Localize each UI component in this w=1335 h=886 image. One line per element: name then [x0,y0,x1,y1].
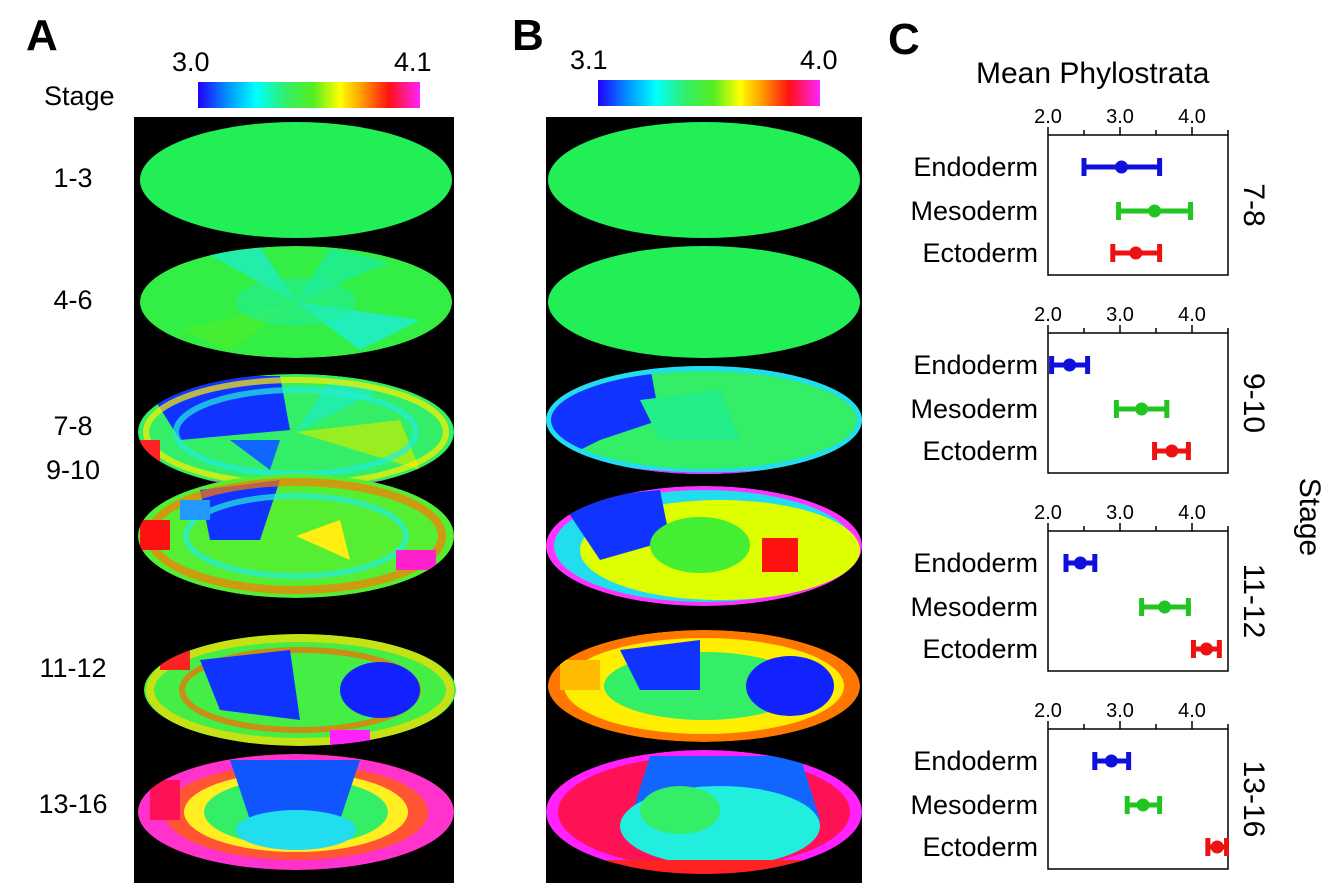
mean-point [1114,160,1128,174]
stage-label: 9-10 [45,455,101,485]
stage-label: 9-10 [1237,373,1270,433]
x-tick-label: 3.0 [1106,106,1134,128]
category-label: Endoderm [913,152,1038,182]
mean-point [1063,358,1077,372]
subplot-stage-9-10: 2.0 3.0 4.0 Endoderm Mesoderm Ectoderm 9-10 [910,304,1270,474]
category-label: Ectoderm [922,238,1038,268]
panel-b-colorbar-min-label: 3.1 [570,45,608,75]
mean-point [1158,600,1172,614]
stage-label: 7-8 [53,411,93,441]
x-tick-label: 4.0 [1178,700,1206,722]
mean-point [1148,204,1162,218]
category-label: Ectoderm [922,634,1038,664]
panel-a-stage-header: Stage [44,81,115,111]
mean-point [1135,402,1149,416]
mean-point [1199,642,1213,656]
embryo-b-stage-4-6 [548,246,860,358]
x-tick-label: 3.0 [1106,304,1134,326]
subplot-stage-7-8: 2.0 3.0 4.0 Endoderm Mesoderm Ectoderm 7-8 [910,106,1270,276]
category-label: Mesoderm [910,592,1038,622]
mean-point [1136,798,1150,812]
embryo-a-stage-9-10 [138,474,454,598]
embryo-a-stage-1-3 [140,122,452,238]
panel-a-colorbar-max-label: 4.1 [394,47,432,77]
embryo-b-stage-11-12 [548,630,860,742]
embryo-a-stage-13-16 [138,754,454,870]
embryo-b-stage-1-3 [548,122,860,238]
plot-frame [1047,134,1229,276]
stage-label: 7-8 [1237,183,1270,226]
embryo-a-stage-11-12 [144,634,456,746]
x-tick-label: 4.0 [1178,304,1206,326]
panel-b-colorbar [598,80,820,106]
plot-frame [1047,530,1229,672]
x-tick-label: 3.0 [1106,700,1134,722]
stage-label: 13-16 [1237,761,1270,838]
category-label: Ectoderm [922,436,1038,466]
category-label: Ectoderm [922,832,1038,862]
panel-a-letter: A [26,11,58,60]
embryo-a-stage-4-6 [140,246,452,358]
mean-point [1073,556,1087,570]
panel-a-colorbar [198,82,420,108]
plot-frame [1047,332,1229,474]
stage-label: 11-12 [39,653,107,683]
panel-b-letter: B [512,11,544,60]
mean-point [1210,840,1224,854]
mean-point [1165,444,1179,458]
x-tick-label: 2.0 [1034,304,1062,326]
stage-label: 13-16 [38,789,108,819]
category-label: Mesoderm [910,394,1038,424]
category-label: Mesoderm [910,196,1038,226]
stage-label: 4-6 [53,285,93,315]
category-label: Endoderm [913,548,1038,578]
embryo-b-stage-13-16 [546,750,862,874]
embryo-a-stage-7-8 [138,374,454,490]
x-tick-label: 4.0 [1178,106,1206,128]
panel-c-plots: 2.0 3.0 4.0 Endoderm Mesoderm Ectoderm 7-8 2.0 3… [910,106,1270,870]
x-tick-label: 2.0 [1034,700,1062,722]
category-label: Endoderm [913,746,1038,776]
embryo-b-stage-9-10 [546,486,862,606]
subplot-stage-11-12: 2.0 3.0 4.0 Endoderm Mesoderm Ectoderm 11-12 [910,502,1270,672]
panel-a-colorbar-min-label: 3.0 [172,47,210,77]
x-tick-label: 2.0 [1034,106,1062,128]
chart-title: Mean Phylostrata [976,57,1210,90]
category-label: Mesoderm [910,790,1038,820]
panel-c-letter: C [888,15,920,64]
panel-b-colorbar-max-label: 4.0 [800,45,838,75]
x-tick-label: 3.0 [1106,502,1134,524]
stage-label: 11-12 [1237,564,1270,639]
x-tick-label: 2.0 [1034,502,1062,524]
stage-label: 1-3 [53,163,93,193]
x-tick-label: 4.0 [1178,502,1206,524]
mean-point [1129,246,1143,260]
subplot-stage-13-16: 2.0 3.0 4.0 Endoderm Mesoderm Ectoderm 13-16 [910,700,1270,870]
category-label: Endoderm [913,350,1038,380]
plot-frame [1047,728,1229,870]
mean-point [1104,754,1118,768]
